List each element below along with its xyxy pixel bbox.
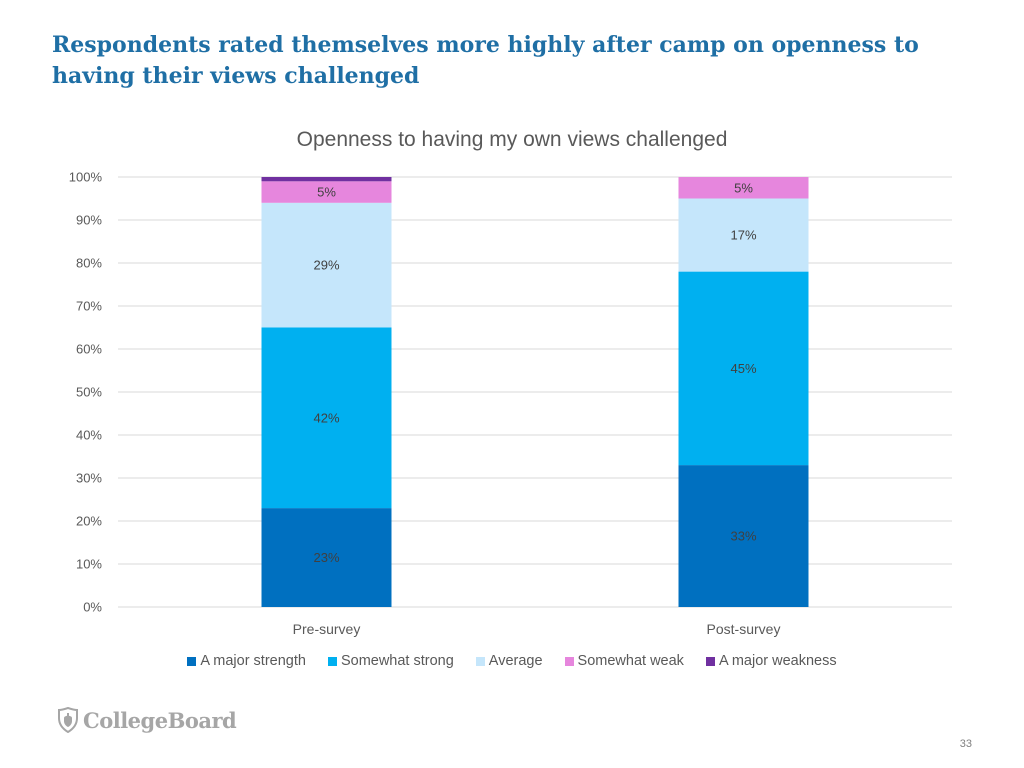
legend-label: A major strength <box>200 653 306 669</box>
data-label: 17% <box>730 228 756 243</box>
data-label: 29% <box>313 258 339 273</box>
y-tick-label: 0% <box>83 600 102 615</box>
slide-title: Respondents rated themselves more highly… <box>52 32 919 89</box>
x-category-label: Pre-survey <box>293 621 361 637</box>
y-tick-label: 20% <box>76 514 102 529</box>
collegeboard-logo: CollegeBoard <box>57 707 237 733</box>
legend-item: A major strength <box>187 653 306 669</box>
data-label: 23% <box>313 550 339 565</box>
y-tick-label: 40% <box>76 428 102 443</box>
logo-text: CollegeBoard <box>83 707 237 733</box>
legend-item: Somewhat strong <box>327 653 454 669</box>
data-label: 5% <box>734 180 753 195</box>
data-label: 42% <box>313 410 339 425</box>
y-tick-label: 90% <box>76 213 102 228</box>
legend-swatch <box>564 656 574 666</box>
bar-segment-a-major-strength <box>678 465 809 607</box>
y-tick-label: 50% <box>76 385 102 400</box>
bar-segment-average <box>678 198 809 272</box>
legend-item: A major weakness <box>705 653 837 669</box>
data-label: 33% <box>730 529 756 544</box>
legend-label: Average <box>488 653 543 669</box>
data-label: 45% <box>730 361 756 376</box>
y-tick-label: 30% <box>76 471 102 486</box>
legend-swatch <box>327 656 337 666</box>
page-number: 33 <box>959 738 972 750</box>
chart-legend: A major strength Somewhat strong Average So… <box>0 653 1024 669</box>
acorn-shield-icon <box>58 707 78 733</box>
bar-segment-a-major-weakness <box>261 177 392 182</box>
legend-item: Average <box>475 653 543 669</box>
bar-segment-somewhat-weak <box>261 181 392 203</box>
legend-swatch <box>187 656 197 666</box>
y-tick-label: 10% <box>76 557 102 572</box>
legend-swatch <box>705 656 715 666</box>
y-tick-label: 100% <box>69 170 103 185</box>
bar-segment-somewhat-strong <box>261 327 392 509</box>
bar-segment-somewhat-weak <box>678 177 809 199</box>
y-tick-label: 70% <box>76 299 102 314</box>
data-label: 5% <box>317 185 336 200</box>
legend-item: Somewhat weak <box>564 653 684 669</box>
legend-label: A major weakness <box>718 653 837 669</box>
bar-segment-a-major-strength <box>261 508 392 607</box>
stacked-bar-chart: 0% 10% 20% 30% 40% 50% 60% 70% 80% 90% 100% 23% 42% 2… <box>69 170 952 637</box>
y-tick-label: 80% <box>76 256 102 271</box>
legend-label: Somewhat strong <box>340 653 454 669</box>
legend-label: Somewhat weak <box>577 653 684 669</box>
x-category-label: Post-survey <box>707 621 781 637</box>
bar-segment-somewhat-strong <box>678 271 809 466</box>
chart-title: Openness to having my own views challeng… <box>296 128 728 151</box>
y-tick-label: 60% <box>76 342 102 357</box>
legend-swatch <box>475 656 485 666</box>
bar-segment-average <box>261 202 392 328</box>
